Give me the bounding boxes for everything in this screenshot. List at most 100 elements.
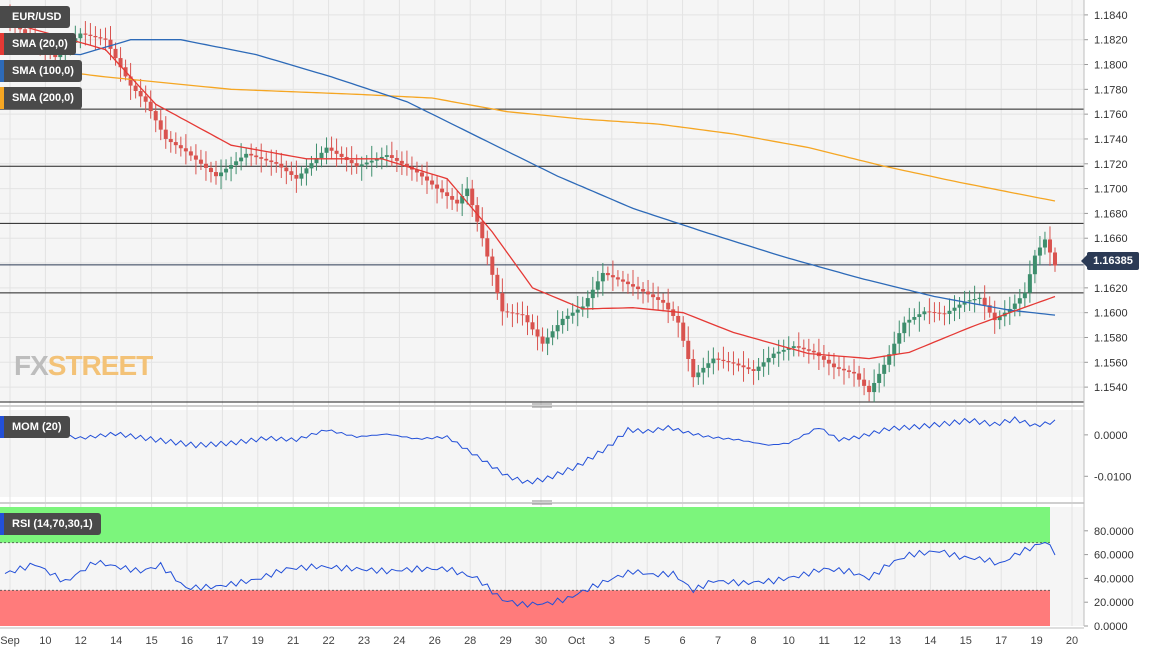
candle-body [1012,303,1017,309]
candle-body [701,367,706,373]
candle-body [425,176,430,181]
candle-body [630,284,635,287]
candle-body [691,358,696,378]
candle-body [384,155,389,157]
candle-body [736,363,741,366]
candle-body [625,281,630,285]
rsi-tag[interactable]: RSI (14,70,30,1) [0,513,101,535]
y-tick-label: 1.1740 [1094,134,1128,146]
candle-body [912,317,917,320]
candle-body [610,275,615,278]
candle-body [766,357,771,363]
candle-body [927,311,932,313]
candle-body [349,160,354,164]
candle-body [801,347,806,350]
candle-body [641,289,646,292]
x-tick-label: 28 [464,635,476,647]
candle-body [917,314,922,318]
symbol-label: EUR/USD [12,11,62,23]
candle-body [505,311,510,313]
candle-body [98,37,103,39]
candle-body [440,188,445,193]
candle-body [500,293,505,312]
candle-body [495,274,500,294]
sma20-label: SMA (20,0) [12,38,68,50]
candle-body [294,174,299,179]
candle-body [229,165,234,169]
candle-body [972,299,977,301]
candle-body [751,369,756,371]
candle-body [148,101,153,112]
mom-tag[interactable]: MOM (20) [0,416,70,438]
candle-body [646,291,651,295]
candle-body [676,315,681,323]
candle-body [470,188,475,206]
sma100-line [4,39,1056,316]
candle-body [203,163,208,168]
candle-body [419,172,424,177]
candle-body [269,160,274,163]
candle-body [183,148,188,152]
symbol-tag[interactable]: EUR/USD [0,6,70,28]
candle-body [545,337,550,344]
x-tick-label: Oct [568,635,585,647]
y-tick-label: 1.1840 [1094,10,1128,22]
candle-body [219,172,224,177]
candle-body [656,297,661,300]
x-tick-label: 11 [818,635,829,647]
candle-body [78,33,83,39]
candle-body [329,147,334,151]
sma20-tag[interactable]: SMA (20,0) [0,33,76,55]
candle-body [460,196,465,204]
candle-body [234,161,239,166]
candle-body [83,33,88,35]
candle-body [580,306,585,310]
candle-body [1042,239,1047,248]
candle-body [731,362,736,364]
rsi-label: RSI (14,70,30,1) [12,518,93,530]
candle-body [892,343,897,355]
candle-body [274,162,279,164]
candle-body [555,325,560,332]
candle-body [836,367,841,369]
candle-body [224,168,229,173]
candle-body [560,318,565,326]
candle-body [877,373,882,383]
candle-body [992,312,997,321]
sma200-tag[interactable]: SMA (200,0) [0,87,82,109]
candle-body [23,29,28,34]
sma100-tag[interactable]: SMA (100,0) [0,60,82,82]
candle-body [108,39,113,49]
candle-body [244,153,249,158]
x-tick-label: 17 [995,635,1007,647]
candle-body [841,368,846,371]
y-tick-label: 1.1820 [1094,35,1128,47]
candle-body [902,322,907,334]
y-tick-label: 1.1580 [1094,332,1128,344]
candle-body [394,157,399,161]
sma100-label: SMA (100,0) [12,65,74,77]
x-tick-label: 15 [145,635,157,647]
rsi-y-tick-label: 80.0000 [1094,526,1134,538]
candle-body [289,171,294,175]
candle-body [922,311,927,315]
candle-body [942,313,947,315]
y-tick-label: 1.1700 [1094,184,1128,196]
candle-body [369,160,374,163]
candle-body [681,322,686,341]
candle-body [962,301,967,305]
candle-body [354,163,359,167]
rsi-y-tick-label: 60.0000 [1094,550,1134,562]
candle-body [636,286,641,290]
x-tick-label: 5 [644,635,650,647]
x-tick-label: 19 [252,635,264,647]
candle-body [666,302,671,310]
candle-body [1017,298,1022,304]
candle-body [570,312,575,316]
y-tick-label: 1.1780 [1094,84,1128,96]
candle-body [455,199,460,204]
candle-body [430,180,435,185]
x-tick-label: 21 [287,635,299,647]
candle-body [540,336,545,344]
candle-body [932,312,937,314]
